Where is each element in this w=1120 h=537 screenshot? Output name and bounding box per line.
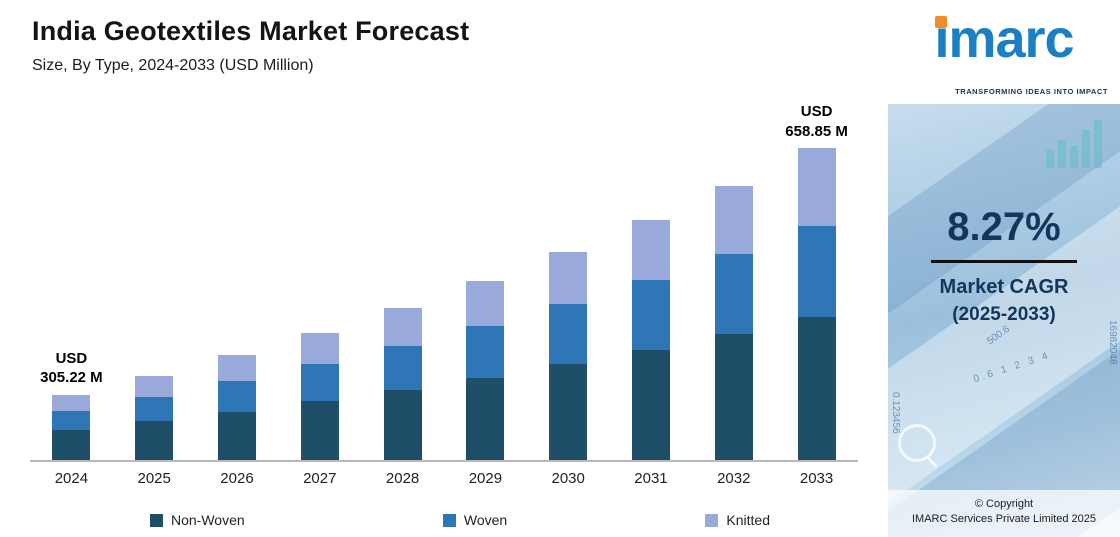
- chart-title: India Geotextiles Market Forecast: [32, 16, 470, 46]
- bar-segment-woven: [466, 325, 505, 378]
- legend-label: Non-Woven: [171, 512, 245, 528]
- cagr-block: 8.27% Market CAGR (2025-2033): [888, 205, 1120, 326]
- bar-segment-non-woven: [300, 401, 339, 460]
- bar-segment-non-woven: [217, 411, 256, 460]
- stacked-bar-2027: [300, 332, 339, 460]
- magnifier-icon: [898, 424, 936, 462]
- legend-swatch-icon: [442, 513, 456, 527]
- bar-annotation-2024: USD 305.22 M: [40, 349, 103, 387]
- bar-segment-woven: [52, 411, 91, 431]
- bar-segment-knitted: [300, 332, 339, 365]
- legend-label: Woven: [463, 512, 508, 528]
- bar-segment-knitted: [135, 375, 174, 397]
- x-axis-label-2033: 2033: [799, 470, 834, 487]
- decorative-number: 0.123456: [890, 392, 901, 434]
- logo-tagline: TRANSFORMING IDEAS INTO IMPACT: [955, 87, 1108, 96]
- legend-item-knitted: Knitted: [705, 512, 770, 528]
- stacked-bar-2031: [631, 220, 670, 460]
- stacked-bar-2029: [466, 281, 505, 460]
- bar-segment-knitted: [52, 394, 91, 412]
- bar-segment-non-woven: [52, 430, 91, 460]
- bar-segment-knitted: [466, 281, 505, 326]
- x-axis-label-2032: 2032: [717, 470, 751, 487]
- bar-segment-non-woven: [549, 364, 588, 460]
- x-axis-label-2031: 2031: [634, 470, 668, 487]
- bar-segment-non-woven: [797, 316, 836, 460]
- bar-segment-knitted: [383, 308, 422, 347]
- bar-segment-non-woven: [714, 333, 753, 460]
- stacked-bar-2026: [217, 355, 256, 460]
- bar-group-2024: USD 305.22 M 2024: [30, 100, 113, 487]
- bar-group-2027: 2027: [278, 100, 361, 487]
- decorative-number: 16982048: [1107, 320, 1118, 365]
- copyright: © Copyright IMARC Services Private Limit…: [888, 490, 1120, 537]
- legend: Non-Woven Woven Knitted: [150, 512, 770, 528]
- bar-annotation-2033: USD 658.85 M: [785, 103, 848, 140]
- imarc-logo: imarc TRANSFORMING IDEAS INTO IMPACT: [888, 0, 1120, 104]
- bar-segment-knitted: [549, 252, 588, 305]
- chart-subtitle: Size, By Type, 2024-2033 (USD Million): [32, 57, 314, 74]
- x-axis-label-2030: 2030: [551, 470, 585, 487]
- bar-segment-woven: [631, 280, 670, 350]
- x-axis-label-2027: 2027: [303, 470, 337, 487]
- stacked-bar-2028: [383, 308, 422, 460]
- stacked-bar-2024: [52, 394, 91, 460]
- stacked-bar-2032: [714, 185, 753, 460]
- bar-segment-non-woven: [135, 421, 174, 460]
- x-axis-label-2025: 2025: [137, 470, 171, 487]
- x-axis-label-2028: 2028: [385, 470, 420, 487]
- x-axis-label-2026: 2026: [220, 470, 254, 487]
- legend-item-woven: Woven: [442, 512, 508, 528]
- logo-orange-dot-icon: [935, 16, 948, 28]
- bar-segment-woven: [714, 254, 753, 334]
- brand-sidebar: 16982048 500.6 0.6 1 2 3 4 0.123456 imar…: [888, 0, 1120, 537]
- plot-area: USD 305.22 M 2024 2025 2026 2027 2028 2029 2030 2…: [30, 100, 858, 487]
- bar-segment-non-woven: [466, 377, 505, 460]
- x-axis-label-2029: 2029: [468, 470, 503, 487]
- bar-segment-knitted: [714, 185, 753, 255]
- bar-group-2029: 2029: [444, 100, 527, 487]
- bar-group-2031: 2031: [610, 100, 693, 487]
- bar-segment-woven: [300, 364, 339, 402]
- bar-group-2033: USD 658.85 M 2033: [775, 100, 858, 487]
- mini-bar-chart-icon: [1046, 120, 1102, 168]
- bar-segment-non-woven: [631, 349, 670, 460]
- bar-segment-knitted: [797, 148, 836, 226]
- copyright-line2: IMARC Services Private Limited 2025: [911, 513, 1096, 525]
- stacked-bar-2025: [135, 375, 174, 460]
- logo-wordmark: imarc: [934, 9, 1074, 69]
- bar-group-2025: 2025: [113, 100, 196, 487]
- bar-group-2030: 2030: [527, 100, 610, 487]
- bar-segment-woven: [549, 304, 588, 365]
- cagr-value: 8.27%: [931, 205, 1077, 263]
- bar-group-2026: 2026: [196, 100, 279, 487]
- copyright-line1: © Copyright: [974, 498, 1034, 510]
- legend-swatch-icon: [150, 513, 163, 527]
- stacked-bar-2030: [549, 252, 588, 460]
- bar-segment-woven: [217, 381, 256, 412]
- bars-container: USD 305.22 M 2024 2025 2026 2027 2028 2029 2030 2…: [30, 100, 858, 487]
- chart-panel: India Geotextiles Market Forecast Size, …: [30, 16, 858, 528]
- bar-segment-non-woven: [383, 390, 422, 460]
- cagr-period: (2025-2033): [952, 304, 1056, 325]
- legend-swatch-icon: [705, 513, 719, 527]
- bar-segment-knitted: [217, 355, 256, 382]
- stacked-bar-2033: [797, 148, 836, 460]
- bar-segment-knitted: [631, 220, 670, 281]
- bar-group-2028: 2028: [361, 100, 444, 487]
- cagr-label: Market CAGR: [939, 276, 1069, 298]
- bar-segment-woven: [383, 346, 422, 391]
- bar-segment-woven: [797, 226, 836, 317]
- legend-label: Knitted: [726, 512, 770, 528]
- x-axis-label-2024: 2024: [54, 470, 89, 487]
- bar-segment-woven: [135, 396, 174, 422]
- legend-item-non-woven: Non-Woven: [150, 512, 245, 528]
- bar-group-2032: 2032: [692, 100, 775, 487]
